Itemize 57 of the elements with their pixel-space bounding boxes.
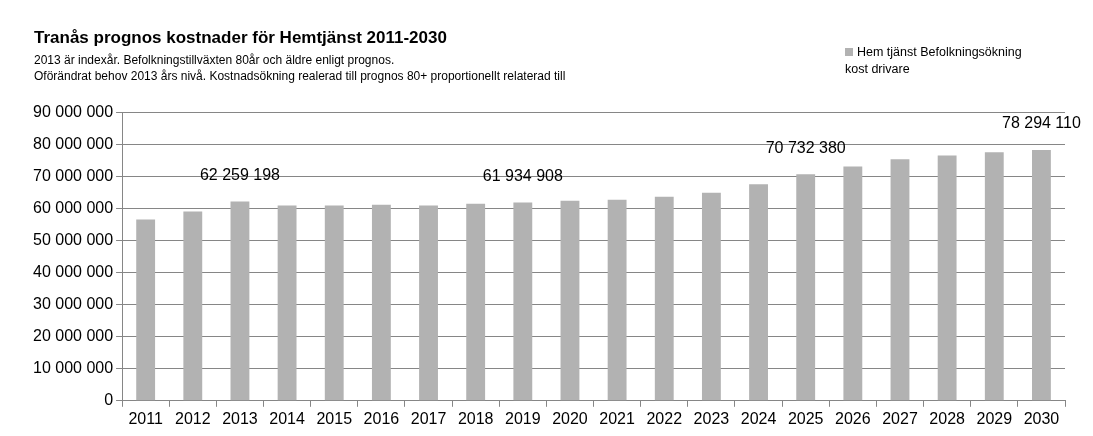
bar	[324, 205, 344, 401]
data-label: 78 294 110	[1001, 114, 1081, 132]
bar	[607, 199, 627, 401]
bar	[277, 205, 297, 401]
bar	[1032, 150, 1051, 401]
y-tick-label: 80 000 000	[33, 135, 114, 153]
x-tick-label: 2020	[552, 409, 588, 427]
y-tick-label: 70 000 000	[33, 167, 114, 185]
y-tick-label: 50 000 000	[33, 231, 114, 249]
y-tick-label: 20 000 000	[33, 327, 114, 345]
bar	[796, 174, 816, 401]
bar	[466, 203, 486, 401]
y-tick-label: 90 000 000	[33, 103, 114, 121]
x-tick-label: 2019	[505, 409, 541, 427]
bar	[654, 196, 674, 401]
bar	[371, 204, 391, 401]
y-tick-label: 10 000 000	[33, 359, 114, 377]
bar	[183, 211, 203, 401]
x-tick-label: 2016	[363, 409, 400, 427]
x-tick-label: 2011	[128, 409, 163, 427]
data-label: 62 259 198	[199, 165, 281, 183]
y-tick-label: 60 000 000	[33, 199, 114, 217]
bar	[843, 166, 863, 401]
bar	[890, 159, 910, 401]
x-tick-label: 2022	[646, 409, 683, 427]
bar	[136, 219, 156, 401]
legend-label: Hem tjänst Befolkningsökning kost drivare	[845, 44, 1023, 78]
x-tick-label: 2012	[175, 409, 211, 427]
x-tick-label: 2021	[599, 409, 636, 427]
x-tick-label: 2026	[835, 409, 871, 427]
bar	[937, 155, 957, 401]
x-tick-label: 2024	[740, 409, 777, 427]
bar	[984, 152, 1004, 401]
chart-subtitle: 2013 är indexår. Befolkningstillväxten 80år och äldre enligt prognos. Oförändrat behov 2013 års nivå. Kostnadsökning realerad till prognos 80+ proportionellt relaterad till	[34, 52, 566, 84]
x-tick-label: 2013	[222, 409, 258, 427]
bar	[419, 205, 438, 401]
y-tick-label: 0	[104, 391, 114, 409]
x-tick-label: 2028	[929, 409, 966, 427]
x-tick-label: 2030	[1023, 409, 1060, 427]
bar	[749, 184, 768, 401]
chart-title: Tranås prognos kostnader för Hemtjänst 2011-2030	[34, 28, 447, 48]
x-tick-label: 2023	[693, 409, 730, 427]
x-tick-label: 2014	[269, 409, 305, 427]
bar	[560, 200, 580, 401]
bar	[230, 201, 250, 401]
bar	[701, 192, 721, 401]
y-tick-label: 30 000 000	[33, 295, 114, 313]
y-tick-label: 40 000 000	[33, 263, 114, 281]
x-tick-label: 2027	[882, 409, 918, 427]
x-tick-label: 2017	[410, 409, 447, 427]
x-tick-label: 2025	[787, 409, 824, 427]
x-tick-label: 2018	[457, 409, 494, 427]
data-label: 70 732 380	[765, 138, 846, 156]
data-label: 61 934 908	[482, 166, 563, 184]
x-tick-label: 2015	[316, 409, 353, 427]
x-tick-label: 2029	[976, 409, 1013, 427]
bar	[513, 202, 533, 401]
